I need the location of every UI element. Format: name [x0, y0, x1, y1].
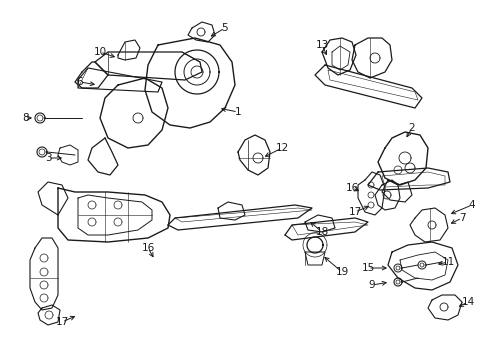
- Text: 6: 6: [77, 77, 83, 87]
- Text: 18: 18: [315, 227, 328, 237]
- Text: 9: 9: [368, 280, 375, 290]
- Text: 19: 19: [335, 267, 348, 277]
- Text: 16: 16: [141, 243, 154, 253]
- Text: 3: 3: [44, 153, 51, 163]
- Text: 2: 2: [408, 123, 414, 133]
- Text: 10: 10: [93, 47, 106, 57]
- Text: 17: 17: [347, 207, 361, 217]
- Text: 17: 17: [55, 317, 68, 327]
- Text: 4: 4: [468, 200, 474, 210]
- Text: 13: 13: [315, 40, 328, 50]
- Text: 14: 14: [461, 297, 474, 307]
- Text: 8: 8: [22, 113, 29, 123]
- Text: 15: 15: [361, 263, 374, 273]
- Text: 1: 1: [234, 107, 241, 117]
- Text: 11: 11: [441, 257, 454, 267]
- Text: 16: 16: [345, 183, 358, 193]
- Text: 7: 7: [458, 213, 465, 223]
- Text: 12: 12: [275, 143, 288, 153]
- Text: 5: 5: [221, 23, 228, 33]
